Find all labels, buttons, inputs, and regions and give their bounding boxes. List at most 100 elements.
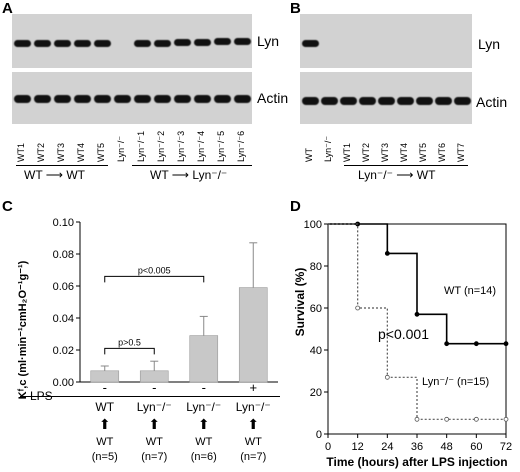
n-label: (n=7)	[240, 451, 267, 463]
lyn-band	[134, 40, 151, 47]
y-tick-label: 60	[310, 303, 322, 315]
group1-from: WT	[24, 168, 43, 182]
lps-sign: -	[152, 380, 157, 395]
panel-d-survival-chart: Survival (%) Time (hours) after LPS inje…	[293, 219, 512, 469]
x-tick-label: 24	[381, 441, 393, 453]
arrow-icon: ⟶	[171, 168, 189, 182]
lane-label: Lyn⁻/⁻6	[236, 130, 246, 162]
panel-d-pvalue: p<0.001	[378, 326, 429, 342]
group-to: WT	[416, 168, 436, 182]
actin-band	[74, 95, 91, 103]
x-tick-label: 72	[500, 441, 512, 453]
actin-band	[134, 95, 151, 103]
lyn-band	[54, 40, 71, 47]
panel-c-y-axis-label: Kᶠ,c (ml·min⁻¹cmH₂O⁻¹g⁻¹)	[17, 260, 29, 399]
lyn-band	[14, 40, 31, 47]
lyn-band	[154, 39, 171, 47]
y-tick-label: 0	[316, 429, 322, 441]
actin-band	[378, 97, 395, 105]
panel-a-lyn-blot	[12, 14, 252, 68]
actin-band	[94, 95, 111, 103]
recipient-label: WT	[95, 400, 115, 414]
survival-point	[384, 374, 390, 380]
y-tick-label: 0.02	[53, 345, 74, 357]
legend-wt: WT (n=14)	[444, 285, 496, 297]
lps-sign: -	[201, 380, 206, 395]
survival-line-wt	[328, 223, 506, 345]
lane-label: Lyn⁻/⁻	[116, 135, 126, 162]
panel-b-group-bracket	[344, 165, 468, 166]
survival-point	[414, 311, 420, 317]
lps-sign: +	[249, 380, 258, 395]
arrow-up-icon: ⬆	[197, 416, 210, 432]
survival-point	[503, 341, 509, 347]
survival-point	[473, 416, 479, 422]
panel-b-lyn-blot	[300, 14, 472, 68]
survival-point	[444, 341, 450, 347]
lyn-band	[214, 38, 231, 45]
x-tick-label: 60	[470, 441, 482, 453]
arrow-up-icon: ⬆	[247, 416, 260, 432]
panel-a-lyn-label: Lyn	[257, 33, 280, 49]
lane-label: WT6	[437, 143, 448, 162]
actin-band	[54, 95, 71, 103]
actin-band	[358, 97, 376, 105]
pvalue-2-bracket	[104, 347, 155, 355]
panel-b-actin-label: Actin	[476, 94, 508, 110]
lane-label: WT4	[399, 143, 410, 162]
survival-point	[414, 416, 420, 422]
actin-band	[435, 97, 453, 105]
actin-band	[194, 95, 211, 103]
x-tick-label: 0	[325, 441, 331, 453]
panel-b-letter: B	[290, 0, 301, 17]
group-from: Lyn⁻/⁻	[358, 168, 393, 182]
actin-band	[174, 95, 191, 103]
y-tick-label: 0.08	[53, 249, 74, 261]
lane-label: WT5	[418, 143, 429, 162]
lane-label: WT4	[76, 143, 86, 162]
group2-from: WT	[150, 168, 169, 182]
x-tick-label: 48	[441, 441, 453, 453]
actin-band	[214, 95, 231, 103]
recipient-label: Lyn⁻/⁻	[186, 400, 222, 414]
actin-band	[454, 97, 472, 105]
y-tick-label: 80	[310, 261, 322, 273]
x-tick-label: 36	[411, 441, 423, 453]
panel-d-x-axis-label: Time (hours) after LPS injection	[326, 455, 507, 469]
lyn-band	[94, 40, 111, 47]
actin-band	[301, 97, 319, 105]
panel-a-group1-bracket	[16, 165, 108, 166]
y-tick-label: 0.06	[53, 281, 74, 293]
lane-label: WT7	[456, 143, 467, 162]
n-label: (n=5)	[91, 451, 118, 463]
legend-lyn: Lyn⁻/⁻ (n=15)	[422, 376, 489, 388]
lyn-band	[301, 40, 319, 47]
actin-band	[416, 97, 434, 105]
panel-a-group2-bracket	[132, 165, 252, 166]
arrow-icon: ⟶	[45, 168, 63, 182]
n-label: (n=7)	[141, 451, 168, 463]
n-label: (n=6)	[190, 451, 217, 463]
y-tick-label: 40	[310, 345, 322, 357]
y-tick-label: 100	[304, 219, 322, 231]
y-tick-label: 20	[310, 387, 322, 399]
lps-divider	[20, 396, 280, 397]
survival-point	[473, 341, 479, 347]
panel-c-letter: C	[2, 198, 13, 215]
panel-a-letter: A	[2, 0, 13, 17]
survival-point	[355, 305, 361, 311]
panel-b-lyn-label: Lyn	[478, 36, 501, 52]
y-tick-label: 0.10	[53, 217, 74, 229]
y-tick-label: 0.04	[53, 313, 74, 325]
survival-point	[503, 416, 509, 422]
survival-line-lyn	[328, 223, 506, 420]
panel-c-bar-chart: Kᶠ,c (ml·min⁻¹cmH₂O⁻¹g⁻¹) 0.00 0.02 0.04 0.…	[17, 217, 278, 399]
actin-band	[397, 97, 415, 105]
lane-label: Lyn⁻/⁻2	[156, 130, 166, 162]
donor-label: WT	[96, 436, 114, 448]
actin-band	[14, 95, 31, 103]
lane-label: Lyn⁻/⁻3	[176, 130, 186, 162]
lane-label: WT3	[56, 143, 66, 162]
lane-label: WT1	[16, 143, 26, 162]
lane-label: WT3	[380, 143, 390, 162]
